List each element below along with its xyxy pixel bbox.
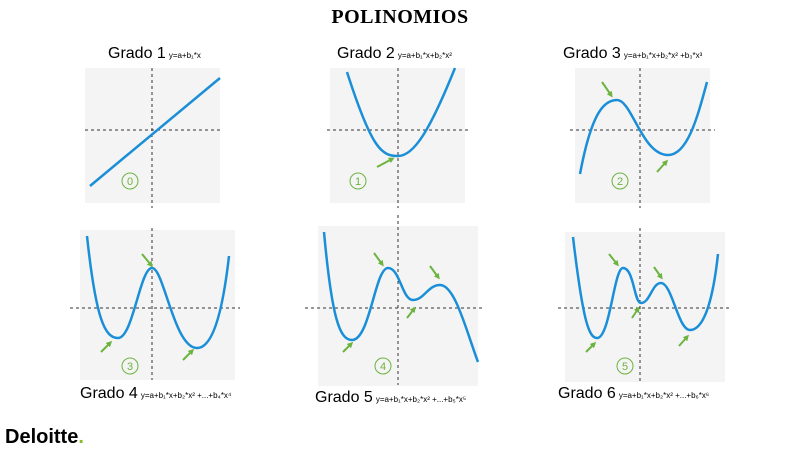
grado-label: Grado 2 <box>337 45 395 62</box>
badge-circle <box>121 357 139 375</box>
arrow <box>182 348 195 361</box>
deloitte-logo: Deloitte. <box>5 426 84 449</box>
badge-circle <box>374 357 392 375</box>
panel-grado-1: 0 <box>85 68 221 208</box>
panel-title-grado-3: Grado 3 y=a+b₁*x+b₂*x² +b₃*x³ <box>563 45 702 63</box>
grado-label: Grado 1 <box>108 45 166 62</box>
logo-dot: . <box>78 426 84 448</box>
arrow <box>678 334 689 347</box>
arrow <box>585 341 597 353</box>
badge-number: 3 <box>127 361 133 373</box>
grado-label: Grado 5 <box>315 389 373 406</box>
panel-grado-2: 1 <box>327 67 470 208</box>
curve <box>89 77 221 187</box>
badge-number: 5 <box>622 361 628 373</box>
arrow <box>406 306 416 319</box>
grado-label: Grado 4 <box>80 385 138 402</box>
badge-number: 1 <box>355 176 361 188</box>
arrow <box>608 253 619 267</box>
curve <box>578 81 709 175</box>
badge-circle <box>121 172 139 190</box>
curve <box>322 231 480 363</box>
formula-label: y=a+b₁*x+b₂*x² +b₃*x³ <box>623 51 703 60</box>
panel-grado-5: 4 <box>305 215 485 386</box>
panel-grado-4: 3 <box>70 228 240 380</box>
logo-text: Deloitte <box>5 426 79 448</box>
badge-number: 0 <box>127 176 133 188</box>
plot-background <box>565 232 725 382</box>
panel-title-grado-2: Grado 2 y=a+b₁*x+b₂*x² <box>337 45 452 63</box>
curve <box>85 235 231 350</box>
curve <box>345 67 457 158</box>
grado-label: Grado 3 <box>563 45 621 62</box>
formula-label: y=a+b₁*x+b₂*x² +...+b₆*x⁶ <box>618 391 710 400</box>
panel-grado-3: 2 <box>570 68 715 208</box>
badge-number: 2 <box>617 176 623 188</box>
arrow <box>656 159 669 173</box>
grado-label: Grado 6 <box>558 385 616 402</box>
arrow <box>342 341 354 353</box>
page-title: POLINOMIOS <box>331 6 469 28</box>
arrow <box>373 252 384 267</box>
formula-label: y=a+b₁*x+b₂*x² <box>397 51 452 60</box>
arrow <box>631 306 640 319</box>
panel-title-grado-1: Grado 1 y=a+b₁*x <box>108 45 201 63</box>
arrow <box>100 340 113 353</box>
arrow <box>376 157 395 168</box>
plot-background <box>80 230 235 380</box>
badge-circle <box>611 172 629 190</box>
arrow <box>141 253 153 268</box>
formula-label: y=a+b₁*x+b₂*x² +...+b₄*x⁴ <box>140 391 232 400</box>
arrow <box>429 265 440 280</box>
arrow <box>653 266 663 280</box>
curve <box>571 236 720 340</box>
badge-circle <box>349 172 367 190</box>
formula-label: y=a+b₁*x <box>168 51 201 60</box>
arrow <box>601 81 613 98</box>
badge-circle <box>616 357 634 375</box>
panel-title-grado-4: Grado 4 y=a+b₁*x+b₂*x² +...+b₄*x⁴ <box>80 385 231 403</box>
panel-title-grado-6: Grado 6 y=a+b₁*x+b₂*x² +...+b₆*x⁶ <box>558 385 709 403</box>
panel-title-grado-5: Grado 5 y=a+b₁*x+b₂*x² +...+b₅*x⁵ <box>315 389 466 407</box>
badge-number: 4 <box>380 361 386 373</box>
panel-grado-6: 5 <box>558 228 730 384</box>
formula-label: y=a+b₁*x+b₂*x² +...+b₅*x⁵ <box>375 395 467 404</box>
